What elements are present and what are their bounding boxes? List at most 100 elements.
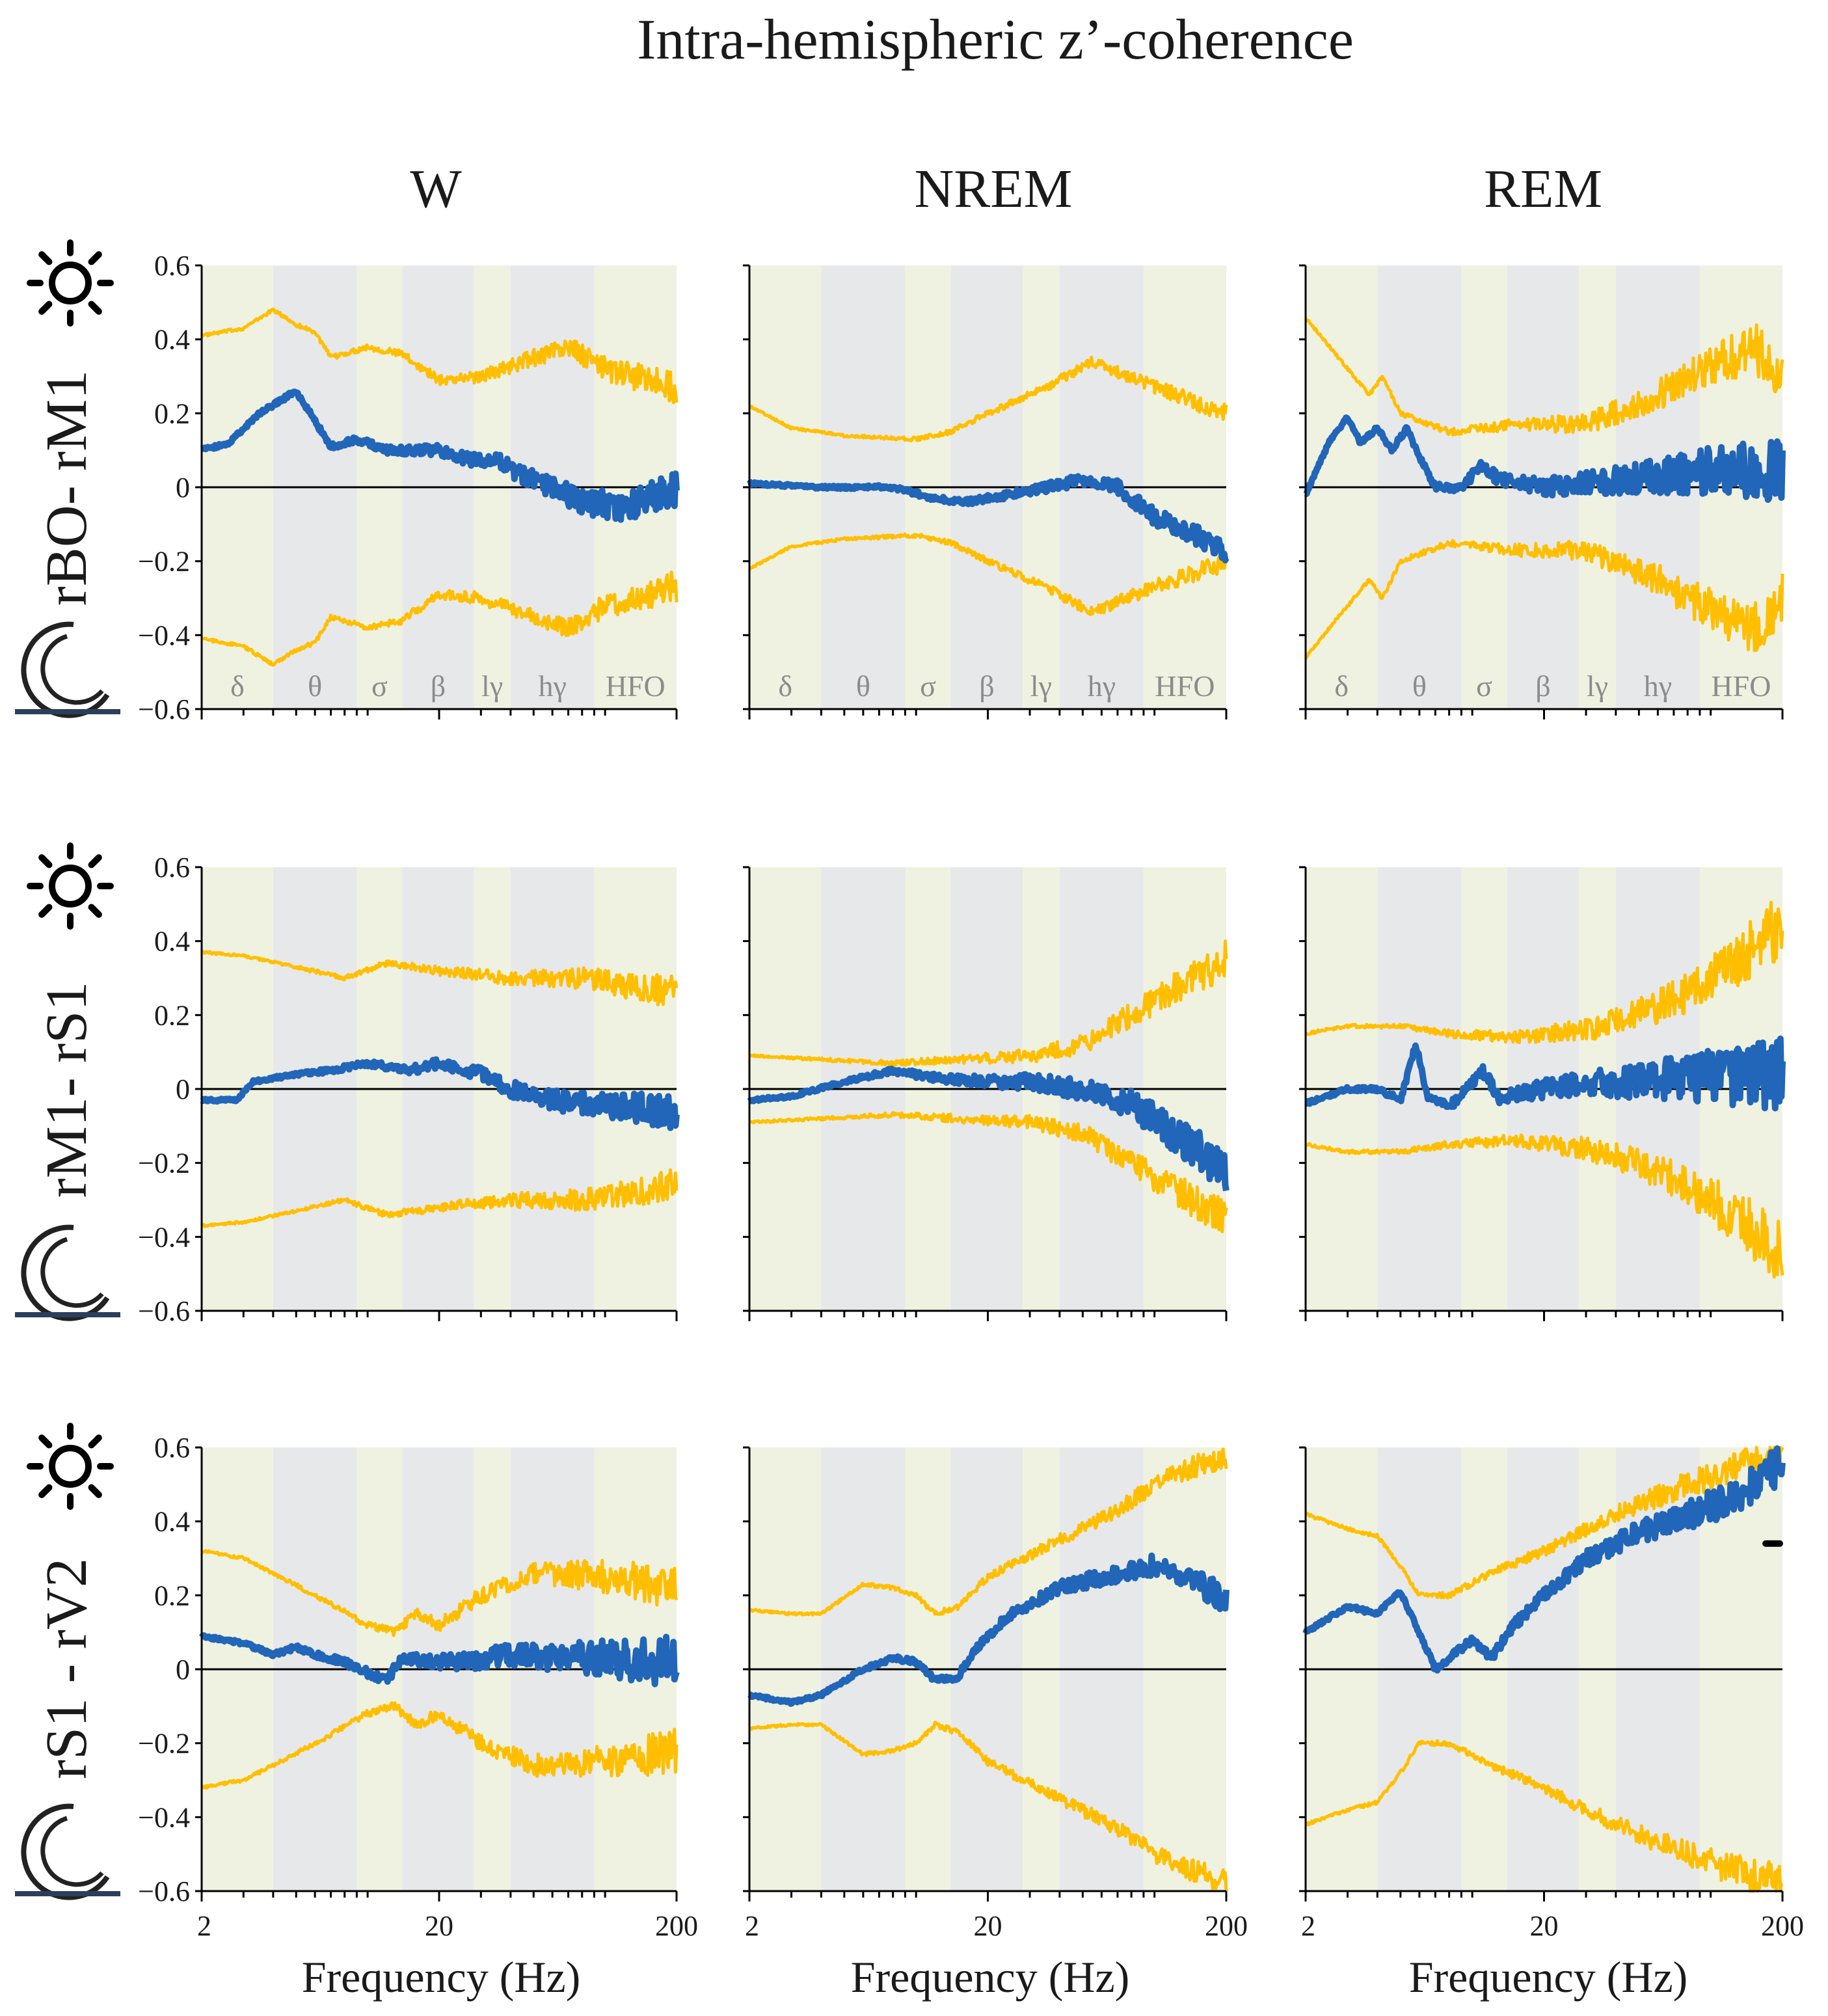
band-label: σ <box>371 669 388 703</box>
sun-icon-ray <box>38 904 53 918</box>
panel-1: 0.6 0.4 0.2 0 −0.2 −0.4 −0.6 δ θ σ β lγ hγ HFO <box>138 250 680 725</box>
lower-threshold-line <box>200 1168 679 1228</box>
lower-threshold-line <box>1304 1739 1783 1893</box>
upper-threshold-line <box>748 939 1228 1068</box>
row-label-rm1-rs1: rM1- rS1 <box>34 982 99 1198</box>
x-axis-label-nrem: Frequency (Hz) <box>851 1952 1130 2002</box>
band-label: hγ <box>1088 669 1116 703</box>
band-label: σ <box>1476 669 1492 703</box>
moon-icon-inner <box>40 634 104 705</box>
sun-icon-ray <box>38 1484 53 1498</box>
band-label: σ <box>920 669 936 703</box>
sun-icon-ray <box>88 854 102 868</box>
column-title-w: W <box>410 159 462 219</box>
row-label-rs1-rv2: rS1 - rV2 <box>34 1558 99 1779</box>
lower-threshold-line <box>748 532 1228 617</box>
panel-4: 0.6 0.4 0.2 0 −0.2 −0.4 −0.6 <box>138 852 680 1327</box>
upper-threshold-line <box>200 950 679 1006</box>
panel-2: δ θ σ β lγ hγ HFO <box>743 264 1230 719</box>
y-tick-label: −0.4 <box>138 619 190 651</box>
sun-icon-ray <box>38 1434 53 1449</box>
sun-icon-ray <box>38 854 53 868</box>
lower-threshold-line <box>1304 539 1784 660</box>
y-tick-label: 0.4 <box>154 1506 190 1538</box>
x-axis-label-w: Frequency (Hz) <box>302 1952 581 2002</box>
row-label-rbo-rm1: rBO- rM1 <box>34 370 99 606</box>
panel-7: 0.6 0.4 0.2 0 −0.2 −0.4 −0.62 20 200 <box>138 1432 698 1942</box>
x-tick-label: 200 <box>1761 1910 1804 1942</box>
upper-threshold-line <box>1304 317 1784 437</box>
y-tick-label: −0.2 <box>138 1728 190 1760</box>
lower-threshold-line <box>749 1721 1228 1892</box>
upper-threshold-line <box>201 1549 679 1637</box>
x-tick-label: 200 <box>655 1910 698 1942</box>
upper-threshold-line <box>1304 900 1784 1045</box>
upper-threshold-line <box>749 355 1228 443</box>
y-tick-label: 0.6 <box>154 852 190 883</box>
band-label: lγ <box>1030 669 1052 703</box>
sun-icon <box>27 1423 114 1510</box>
lower-threshold-line <box>748 1111 1228 1233</box>
y-tick-label: −0.2 <box>138 1148 190 1179</box>
y-tick-label: 0.4 <box>154 324 190 356</box>
x-tick-label: 20 <box>1530 1910 1559 1942</box>
band-label: lγ <box>1587 669 1608 703</box>
moon-icon <box>15 1224 120 1321</box>
y-tick-label: 0.6 <box>154 1432 190 1464</box>
lower-threshold-line <box>200 1701 679 1790</box>
sun-icon-disc <box>49 865 92 907</box>
band-label: θ <box>308 669 322 703</box>
moon-icon <box>15 621 120 718</box>
x-tick-label: 2 <box>197 1910 211 1942</box>
upper-threshold-line <box>747 1447 1228 1617</box>
y-tick-label: −0.2 <box>138 546 190 578</box>
x-tick-label: 2 <box>1301 1910 1315 1942</box>
sun-icon-ray <box>88 904 102 918</box>
mean-coherence-line <box>1302 1445 1786 1674</box>
panel-grid: 0.6 0.4 0.2 0 −0.2 −0.4 −0.6 δ θ σ β lγ hγ HFO δ θ σ β lγ h… <box>138 250 1804 1942</box>
mean-coherence-line <box>1303 414 1786 504</box>
band-label: hγ <box>1644 669 1672 703</box>
sun-icon-ray <box>88 1434 102 1449</box>
y-tick-label: 0 <box>176 1073 190 1105</box>
panel-8: 2 20 200 <box>743 1446 1248 1942</box>
sun-icon-ray <box>88 1484 102 1498</box>
sun-icon-ray <box>88 251 102 265</box>
figure-title: Intra-hemispheric z’-coherence <box>637 8 1354 72</box>
band-label: δ <box>778 669 792 703</box>
column-title-nrem: NREM <box>915 159 1073 219</box>
icon-layer <box>15 239 120 1900</box>
y-tick-label: −0.6 <box>138 693 190 725</box>
x-tick-label: 2 <box>745 1910 759 1942</box>
band-label: β <box>1535 669 1550 703</box>
y-tick-label: −0.4 <box>138 1221 190 1253</box>
y-tick-label: −0.6 <box>138 1875 190 1907</box>
band-label: δ <box>230 669 245 703</box>
x-tick-label: 200 <box>1205 1910 1248 1942</box>
band-label: HFO <box>606 669 665 703</box>
sun-icon-disc <box>49 1445 92 1488</box>
band-label: β <box>431 669 446 703</box>
sun-icon-ray <box>38 251 53 265</box>
band-label: HFO <box>1155 669 1215 703</box>
moon-icon-inner <box>40 1237 104 1308</box>
column-title-rem: REM <box>1484 159 1602 219</box>
mean-coherence-line <box>747 1552 1230 1707</box>
moon-icon <box>15 1803 120 1900</box>
y-tick-label: 0.2 <box>154 1579 190 1611</box>
sun-icon-ray <box>88 301 102 315</box>
band-label: β <box>979 669 994 703</box>
band-label: HFO <box>1711 669 1771 703</box>
y-tick-label: −0.4 <box>138 1801 190 1833</box>
panel-9: 2 20 200 <box>1299 1445 1804 1942</box>
lower-threshold-line <box>1304 1133 1784 1279</box>
x-tick-label: 20 <box>425 1910 453 1942</box>
upper-threshold-line <box>200 307 679 405</box>
y-tick-label: 0 <box>176 1654 190 1686</box>
panel-3: δ θ σ β lγ hγ HFO <box>1299 264 1786 719</box>
mean-coherence-line <box>199 388 680 523</box>
y-tick-label: 0.2 <box>154 397 190 429</box>
band-label: lγ <box>481 669 503 703</box>
sun-icon-ray <box>38 301 53 315</box>
